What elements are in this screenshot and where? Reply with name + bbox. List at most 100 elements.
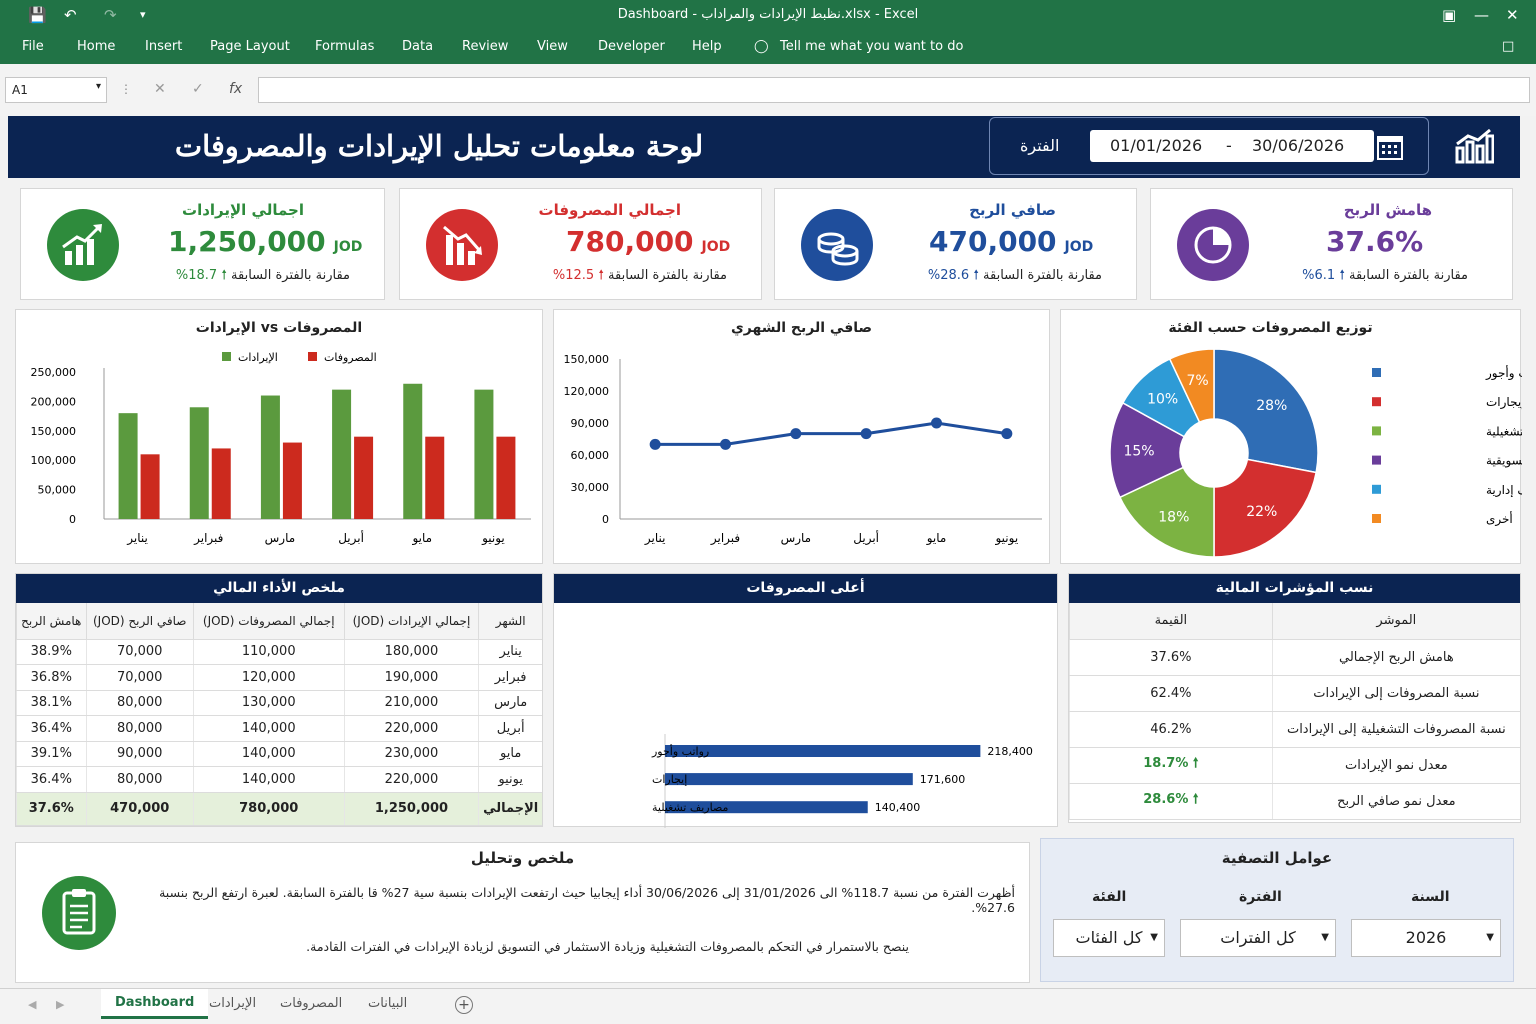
kpi-change-value: 12.5% (552, 268, 595, 283)
total-cell: 37.6% (16, 792, 87, 826)
line-point (860, 428, 872, 440)
bar-revenue (260, 395, 280, 519)
more-icon: ⋮ (120, 82, 132, 96)
kpi-card: هامش الربح 37.6% مقارنة بالفترة السابقة … (1150, 188, 1513, 300)
kpi-card: اجمالي الإيرادات 1,250,000 JOD مقارنة بال… (20, 188, 385, 300)
undo-icon[interactable]: ↶ (64, 6, 77, 24)
table-cell: 120,000 (192, 664, 345, 691)
comments-icon[interactable]: □ (1502, 39, 1515, 54)
table-cell: 180,000 (343, 639, 479, 665)
table-title: نسب المؤشرات المالية (1069, 574, 1520, 603)
chevron-down-icon[interactable]: ▾ (95, 81, 101, 92)
year-dropdown[interactable]: 2026 ▼ (1351, 919, 1501, 957)
ratio-value: 🠕 28.6% (1069, 783, 1273, 820)
filters-panel: عوامل التصفية السنة الفترة الفئة 2026 ▼ ك… (1040, 838, 1514, 982)
calendar-icon[interactable] (1376, 133, 1404, 161)
tab-developer[interactable]: Developer (598, 39, 665, 54)
table-cell: 38.9% (16, 639, 87, 665)
scroll-right-icon[interactable]: ▶ (56, 998, 65, 1011)
table-row: مارس 210,000 130,000 80,000 38.1% (16, 690, 542, 716)
table-row: يناير 180,000 110,000 70,000 38.9% (16, 639, 542, 665)
pie-slice (1213, 458, 1318, 558)
ribbon-display-icon[interactable]: ▣ (1442, 6, 1457, 24)
kpi-unit: JOD (333, 239, 363, 255)
slice-label: 10% (1147, 391, 1178, 407)
minimize-icon[interactable]: — (1474, 6, 1489, 24)
tab-file[interactable]: File (22, 39, 44, 54)
tab-home[interactable]: Home (77, 39, 116, 54)
date-dash: - (1226, 136, 1232, 155)
sheet-tab-expenses[interactable]: المصروفات (280, 996, 343, 1011)
arrow-up-icon: 🠕 (221, 268, 227, 283)
kpi-change: 🠕 12.5% (553, 268, 604, 283)
table-cell: 70,000 (85, 664, 194, 691)
cancel-icon[interactable]: ✕ (154, 81, 166, 97)
tell-me-search[interactable]: Tell me what you want to do (780, 39, 964, 54)
sheet-tab-revenue[interactable]: الإيرادات (209, 996, 257, 1011)
category-dropdown[interactable]: كل الفئات ▼ (1053, 919, 1165, 957)
legend-label: رواتب وأجور (1485, 365, 1522, 381)
tab-help[interactable]: Help (692, 39, 722, 54)
growth-chart-icon (47, 209, 119, 281)
tab-data[interactable]: Data (402, 39, 434, 54)
period-dropdown[interactable]: كل الفترات ▼ (1180, 919, 1336, 957)
x-tick-label: مارس (781, 531, 812, 546)
table-header-row: الشهر إجمالي الإيرادات (JOD) إجمالي المصرو… (16, 603, 542, 640)
table-cell: 140,000 (192, 715, 345, 742)
table-cell: 70,000 (85, 639, 194, 665)
scroll-left-icon[interactable]: ◀ (28, 998, 37, 1011)
sheet-tab-dashboard[interactable]: Dashboard (101, 989, 209, 1019)
sheet-tab-data[interactable]: البيانات (368, 996, 408, 1011)
bar-revenue (474, 389, 494, 519)
dashboard-title: لوحة معلومات تحليل الإيرادات والمصروفات (174, 129, 704, 163)
ratio-name: نسبة المصروفات التشغيلية إلى الإيرادات (1271, 711, 1520, 748)
table-cell: 130,000 (192, 690, 345, 716)
kpi-compare-text: مقارنة بالفترة السابقة (231, 268, 350, 283)
kpi-change: 🠕 6.1% (1302, 268, 1345, 283)
close-icon[interactable]: ✕ (1506, 6, 1519, 24)
table-row: نسبة المصروفات إلى الإيرادات 62.4% (1069, 675, 1520, 712)
y-tick-label: 90,000 (571, 417, 610, 430)
save-icon[interactable]: 💾 (28, 6, 47, 24)
insert-function-icon[interactable]: fx (229, 81, 243, 97)
tab-formulas[interactable]: Formulas (315, 39, 375, 54)
add-sheet-icon[interactable]: + (455, 996, 473, 1014)
period-value: كل الفترات (1220, 928, 1296, 947)
legend-label: الإيرادات (238, 351, 278, 364)
legend-swatch (222, 352, 231, 361)
category-label: الفئة (1092, 889, 1127, 905)
kpi-change-value: 28.6% (927, 268, 970, 283)
customize-qat-icon[interactable]: ▾ (140, 8, 146, 21)
ratio-name: نسبة المصروفات إلى الإيرادات (1271, 675, 1520, 712)
tab-review[interactable]: Review (462, 39, 509, 54)
table-cell: 36.4% (16, 715, 87, 742)
legend-label: مصاريف تسويقية (1486, 454, 1522, 469)
name-box[interactable]: A1 ▾ (5, 77, 107, 103)
kpi-unit: JOD (1064, 239, 1094, 255)
chevron-down-icon[interactable]: ▼ (1486, 932, 1494, 943)
chart-title: توزيع المصروفات حسب الفئة (1168, 320, 1373, 336)
line-chart-svg: 0 30,000 60,000 90,000 120,000 150,000 يناير فب… (564, 353, 1042, 546)
line-point (720, 438, 731, 450)
slice-label: 28% (1256, 398, 1287, 414)
column-header: هامش الربح (16, 603, 87, 640)
chevron-down-icon[interactable]: ▼ (1321, 932, 1329, 943)
tab-view[interactable]: View (537, 39, 568, 54)
date-range-box[interactable]: 01/01/2026 - 30/06/2026 (1090, 130, 1374, 162)
category-label: رواتب وأجور (651, 744, 709, 758)
redo-icon[interactable]: ↷ (104, 6, 117, 24)
tab-page-layout[interactable]: Page Layout (210, 39, 290, 54)
y-tick-label: 250,000 (31, 366, 77, 379)
filters-title: عوامل التصفية (1221, 849, 1333, 867)
tab-insert[interactable]: Insert (145, 39, 183, 54)
table-cell: 38.1% (16, 690, 87, 716)
enter-icon[interactable]: ✓ (192, 81, 204, 97)
ratio-name: معدل نمو الإيرادات (1271, 747, 1520, 784)
chevron-down-icon[interactable]: ▼ (1150, 932, 1158, 943)
formula-input[interactable] (258, 77, 1530, 103)
y-tick-label: 50,000 (38, 484, 77, 497)
kpi-title: هامش الربح (1343, 201, 1432, 219)
kpi-comparison: مقارنة بالفترة السابقة 🠕 6.1% (1302, 266, 1468, 288)
x-tick-label: أبريل (338, 530, 364, 546)
column-header: الموشر (1271, 603, 1520, 640)
